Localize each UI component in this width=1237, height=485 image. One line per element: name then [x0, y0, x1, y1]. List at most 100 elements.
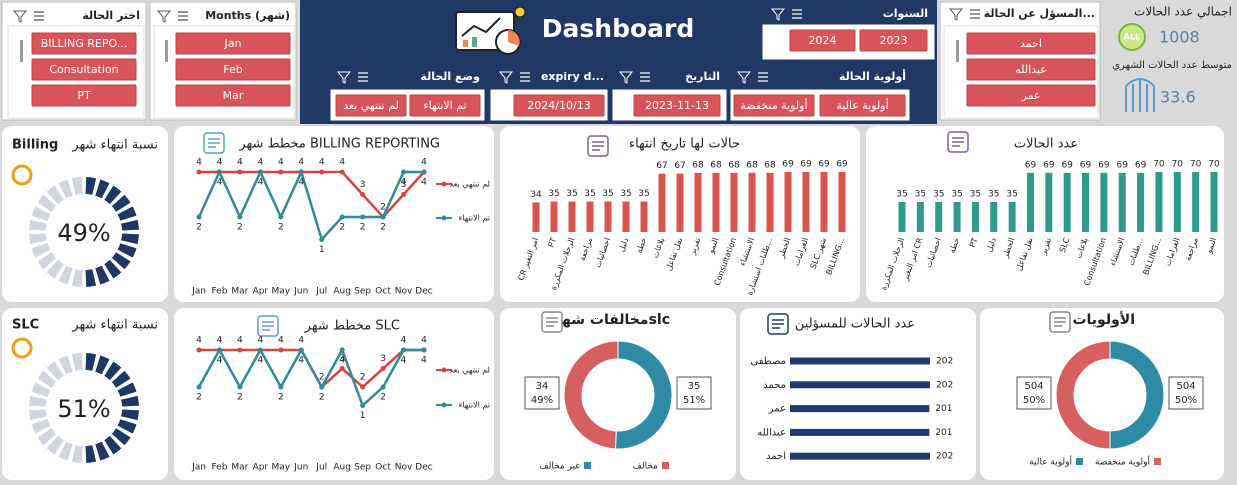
slicer-item[interactable] — [966, 84, 1096, 107]
panel — [740, 308, 976, 480]
panel-icon-lines — [262, 321, 274, 331]
x-tick-label: Jul — [315, 287, 327, 297]
gauge-segment-filled — [104, 361, 122, 381]
slicer-item[interactable] — [513, 94, 605, 117]
slicer-item[interactable] — [966, 58, 1096, 81]
chart-title: مخطط شهر SLC — [304, 319, 400, 334]
bar — [658, 173, 666, 232]
slicer-item[interactable] — [175, 84, 291, 107]
pie-percent-label: 50% — [1175, 395, 1197, 406]
line-marker — [237, 214, 243, 220]
line-marker — [298, 347, 304, 353]
slicer-item-label[interactable]: أولوية منخفضة — [740, 98, 807, 112]
gauge-segment-filled — [121, 395, 139, 407]
x-tick-label: Nov — [395, 463, 413, 473]
slicer-item-label[interactable]: Feb — [223, 63, 242, 76]
data-label: 202 — [936, 380, 953, 390]
legend-swatch — [1076, 458, 1083, 465]
gauge-segment-filled — [85, 353, 97, 371]
chart-title: الأولويات — [1072, 311, 1135, 328]
bar — [1155, 172, 1163, 232]
gauge-icon — [11, 337, 33, 359]
gauge-segment-empty — [58, 355, 73, 375]
slicer-item-label[interactable]: أولوية عالية — [836, 98, 888, 112]
slicer-item[interactable] — [819, 94, 906, 117]
slicer-item-label[interactable]: 2024/10/13 — [527, 99, 590, 112]
slicer-item-label[interactable]: لم تنتهي بعد — [343, 99, 399, 112]
slicer-item[interactable] — [175, 32, 291, 55]
legend-label: غير مخالف — [539, 462, 580, 472]
gauge-segment-filled — [104, 435, 122, 455]
x-tick-label: PT — [546, 236, 558, 248]
kpi-total-icon-text: ALL — [1124, 33, 1140, 42]
legend-marker — [441, 181, 447, 187]
line-marker — [196, 214, 202, 220]
slicer-item[interactable] — [733, 94, 815, 117]
slicer-item[interactable] — [966, 32, 1096, 55]
slicer-item-label[interactable]: Jan — [224, 37, 242, 50]
x-tick-label: Mar — [231, 463, 248, 473]
filter-icon — [770, 8, 786, 21]
data-label: 69 — [1135, 160, 1147, 170]
multiselect-icon — [792, 9, 802, 19]
data-label: 35 — [970, 190, 981, 200]
bar — [935, 202, 943, 232]
data-label: 4 — [298, 336, 304, 346]
line-marker — [339, 214, 345, 220]
slicer-item[interactable] — [409, 94, 481, 117]
slicer-item-label[interactable]: 2023-11-13 — [645, 99, 709, 112]
slicer-item-label[interactable]: 2024 — [809, 34, 837, 47]
x-tick-label: Sep — [354, 287, 371, 297]
bar — [1137, 172, 1145, 232]
slicer-title: المسؤل عن الحالة... — [984, 7, 1095, 20]
multiselect-icon — [758, 72, 768, 82]
kpi-total-icon — [1118, 23, 1146, 51]
slicer-item[interactable] — [31, 58, 137, 81]
data-label: 35 — [638, 189, 649, 199]
slicer-item-label[interactable]: BILLING REPO... — [41, 37, 127, 50]
bar — [1210, 172, 1218, 232]
data-label: 68 — [692, 160, 704, 170]
gauge-segment-empty — [46, 185, 64, 205]
legend-marker — [441, 367, 447, 373]
slicer-title: السنوات — [883, 7, 928, 20]
gauge-fill — [85, 177, 139, 287]
filter-icon — [156, 10, 172, 23]
panel-icon-lines — [592, 141, 604, 151]
panel-icon-lines — [546, 317, 558, 327]
chart-title: عدد الحالات للمسؤلين — [795, 317, 915, 332]
slicer-item-label[interactable]: Mar — [223, 89, 244, 102]
slicer-item[interactable] — [31, 32, 137, 55]
slicer-item-label[interactable]: PT — [77, 89, 91, 102]
slicer-item-label[interactable]: 2023 — [880, 34, 908, 47]
slicer-item[interactable] — [789, 29, 856, 52]
slicer-item[interactable] — [31, 84, 137, 107]
data-label: 69 — [800, 160, 812, 170]
slicer-item[interactable] — [633, 94, 721, 117]
x-tick-label: Jan — [191, 287, 206, 297]
slicer-item-label[interactable]: تم الانتهاء — [423, 99, 466, 112]
gauge-segment-empty — [29, 219, 47, 231]
slicer-item[interactable] — [859, 29, 928, 52]
slicer-item[interactable] — [335, 94, 407, 117]
line-marker — [196, 347, 202, 353]
panel — [2, 308, 168, 480]
slicer-item[interactable] — [175, 58, 291, 81]
bar — [1100, 172, 1108, 232]
filter-icon — [498, 71, 514, 84]
pie-value-label: 35 — [688, 381, 701, 392]
slicer-item-label[interactable]: عمر — [1021, 89, 1041, 102]
line-marker — [380, 366, 386, 371]
data-label: 34 — [530, 190, 542, 200]
slicer-item-label[interactable]: عبدالله — [1015, 63, 1047, 76]
data-label: 67 — [656, 161, 667, 171]
gauge-segment-filled — [85, 269, 97, 287]
slicer-item-label[interactable]: احمد — [1020, 37, 1042, 50]
y-tick-label: مصطفى — [750, 356, 786, 367]
data-label: 4 — [401, 356, 407, 366]
slicer-item-label[interactable]: Consultation — [49, 63, 118, 76]
gauge-segment-empty — [46, 259, 64, 279]
line-marker — [360, 192, 366, 197]
pie-percent-label: 49% — [531, 395, 553, 406]
bar — [790, 405, 930, 413]
